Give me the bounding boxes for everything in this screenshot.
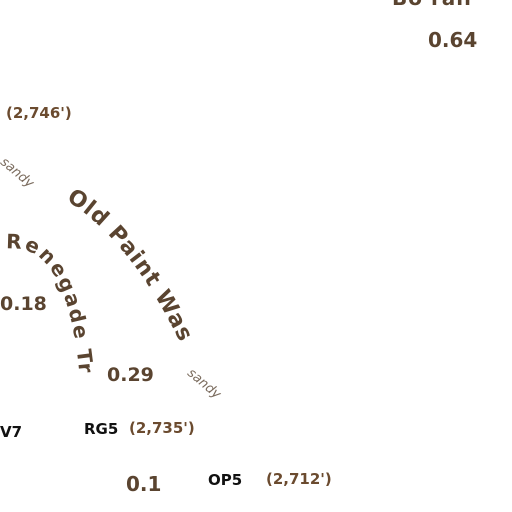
waypoint-rg5: RG5	[84, 420, 119, 438]
distance-label-middle: 0.29	[107, 364, 154, 386]
waypoint-op5: OP5	[208, 471, 243, 489]
distance-label-left: 0.18	[0, 293, 47, 315]
distance-label-top: 0.64	[428, 28, 478, 52]
elevation-label-lower: (2,712')	[266, 470, 332, 488]
trail-name-renegade-trail: Renegade Trail	[0, 0, 99, 376]
elevation-label-upper: (2,746')	[6, 104, 72, 122]
distance-label-bottom: 0.1	[126, 472, 162, 496]
trail-name-top-partial: Bo rail	[392, 0, 472, 10]
waypoint-v7: V7	[0, 423, 23, 441]
elevation-label-middle: (2,735')	[129, 419, 195, 437]
